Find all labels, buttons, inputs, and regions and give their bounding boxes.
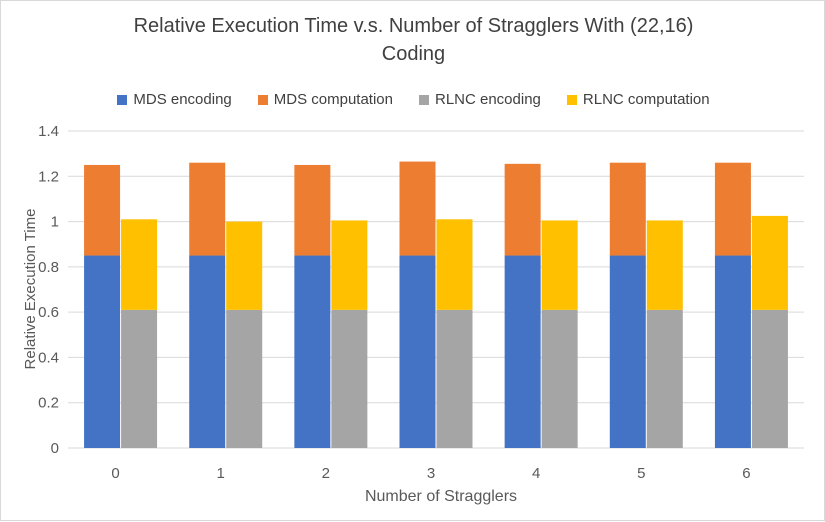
x-tick-label: 2 bbox=[322, 465, 330, 482]
y-axis-label: Relative Execution Time bbox=[22, 209, 39, 370]
legend-item-rlnc-encoding: RLNC encoding bbox=[418, 91, 541, 108]
chart-title-line-1: Relative Execution Time v.s. Number of S… bbox=[133, 15, 694, 37]
bar-rlnc-encoding bbox=[751, 309, 788, 448]
x-tick-label: 4 bbox=[532, 465, 540, 482]
legend-label: MDS computation bbox=[273, 91, 393, 108]
chart-title-line-2: Coding bbox=[381, 43, 446, 65]
legend-swatch bbox=[117, 94, 128, 105]
y-tick-label: 0.6 bbox=[38, 304, 59, 321]
y-tick-label: 1.4 bbox=[38, 123, 59, 140]
y-tick-label: 1.2 bbox=[38, 168, 59, 185]
x-tick-label: 6 bbox=[742, 465, 750, 482]
y-tick-label: 0 bbox=[51, 440, 59, 457]
bar-mds-encoding bbox=[609, 255, 646, 448]
x-tick-label: 1 bbox=[217, 465, 225, 482]
legend-label: RLNC encoding bbox=[434, 91, 541, 108]
bar-mds-computation bbox=[294, 164, 331, 256]
bar-rlnc-computation bbox=[226, 221, 263, 310]
legend-label: RLNC computation bbox=[582, 91, 710, 108]
x-tick-label: 0 bbox=[111, 465, 119, 482]
y-tick-label: 0.8 bbox=[38, 259, 59, 276]
y-tick-label: 0.2 bbox=[38, 395, 59, 412]
bar-mds-computation bbox=[714, 162, 751, 256]
bar-mds-computation bbox=[84, 164, 121, 256]
bar-mds-encoding bbox=[504, 255, 541, 448]
y-tick-label: 0.4 bbox=[38, 349, 59, 366]
bar-mds-encoding bbox=[294, 255, 331, 448]
chart-legend: MDS encoding MDS computation RLNC encodi… bbox=[1, 91, 825, 108]
bar-mds-computation bbox=[609, 162, 646, 256]
legend-item-rlnc-computation: RLNC computation bbox=[566, 91, 710, 108]
bar-mds-encoding bbox=[399, 255, 436, 448]
bar-rlnc-computation bbox=[541, 220, 578, 310]
bar-mds-computation bbox=[504, 163, 541, 256]
bar-rlnc-computation bbox=[751, 215, 788, 310]
bar-rlnc-encoding bbox=[226, 309, 263, 448]
bar-rlnc-encoding bbox=[436, 309, 473, 448]
legend-item-mds-computation: MDS computation bbox=[257, 91, 393, 108]
bar-rlnc-computation bbox=[331, 220, 368, 310]
legend-swatch bbox=[257, 94, 268, 105]
bar-rlnc-computation bbox=[646, 220, 683, 310]
bar-rlnc-encoding bbox=[121, 309, 158, 448]
x-tick-label: 3 bbox=[427, 465, 435, 482]
bar-mds-encoding bbox=[84, 255, 121, 448]
bar-rlnc-encoding bbox=[646, 309, 683, 448]
bar-mds-computation bbox=[189, 162, 226, 256]
x-tick-label: 5 bbox=[637, 465, 645, 482]
legend-swatch bbox=[566, 94, 577, 105]
y-tick-label: 1 bbox=[51, 214, 59, 231]
bar-mds-encoding bbox=[714, 255, 751, 448]
bar-mds-encoding bbox=[189, 255, 226, 448]
legend-item-mds-encoding: MDS encoding bbox=[117, 91, 232, 108]
bar-rlnc-computation bbox=[121, 219, 158, 310]
bar-mds-computation bbox=[399, 161, 436, 256]
legend-label: MDS encoding bbox=[133, 91, 232, 108]
legend-swatch bbox=[418, 94, 429, 105]
bar-rlnc-encoding bbox=[331, 309, 368, 448]
x-axis-label: Number of Stragglers bbox=[365, 488, 517, 505]
bar-rlnc-computation bbox=[436, 219, 473, 310]
bar-rlnc-encoding bbox=[541, 309, 578, 448]
